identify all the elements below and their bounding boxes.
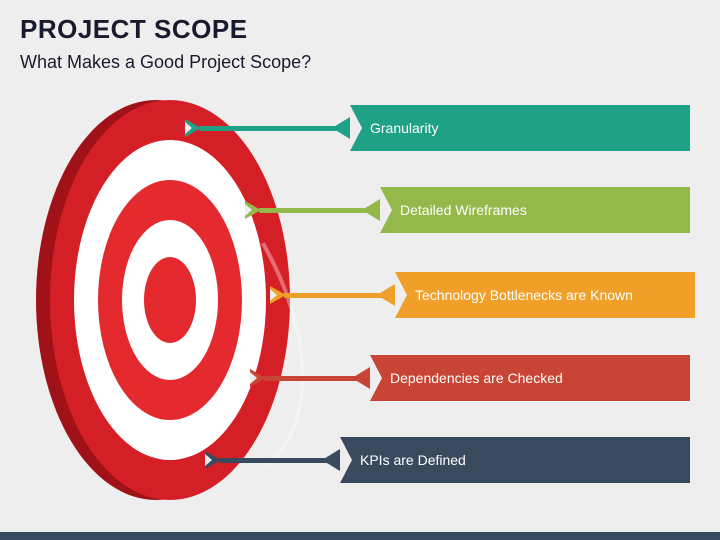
arrow-tail-notch xyxy=(245,204,252,216)
page-title: PROJECT SCOPE xyxy=(20,14,248,45)
callout-2: Technology Bottlenecks are Known xyxy=(0,272,720,318)
arrow-head-icon xyxy=(322,449,340,471)
callout-box-1: Detailed Wireframes xyxy=(380,187,690,233)
arrow-tail-notch xyxy=(185,122,192,134)
callout-box-3: Dependencies are Checked xyxy=(370,355,690,401)
callout-0: Granularity xyxy=(0,105,720,151)
arrow-head-icon xyxy=(352,367,370,389)
callout-label-2: Technology Bottlenecks are Known xyxy=(415,287,633,303)
arrow-tail-notch xyxy=(270,289,277,301)
arrow-head-icon xyxy=(377,284,395,306)
callout-3: Dependencies are Checked xyxy=(0,355,720,401)
box-notch xyxy=(380,187,392,233)
callout-4: KPIs are Defined xyxy=(0,437,720,483)
callout-label-1: Detailed Wireframes xyxy=(400,202,527,218)
page-subtitle-text: What Makes a Good Project Scope? xyxy=(20,52,311,72)
callout-label-3: Dependencies are Checked xyxy=(390,370,563,386)
callout-box-2: Technology Bottlenecks are Known xyxy=(395,272,695,318)
box-notch xyxy=(370,355,382,401)
arrow-shaft xyxy=(199,126,349,131)
arrow-tail-notch xyxy=(250,372,257,384)
page-subtitle: What Makes a Good Project Scope? xyxy=(20,52,311,73)
callout-box-4: KPIs are Defined xyxy=(340,437,690,483)
arrow-tail-notch xyxy=(205,454,212,466)
callout-label-0: Granularity xyxy=(370,120,438,136)
callout-box-0: Granularity xyxy=(350,105,690,151)
box-notch xyxy=(350,105,362,151)
arrow-shaft xyxy=(219,458,339,463)
box-notch xyxy=(340,437,352,483)
box-notch xyxy=(395,272,407,318)
callout-label-4: KPIs are Defined xyxy=(360,452,466,468)
arrow-shaft xyxy=(259,208,379,213)
arrow-head-icon xyxy=(332,117,350,139)
page-title-text: PROJECT SCOPE xyxy=(20,14,248,44)
callout-1: Detailed Wireframes xyxy=(0,187,720,233)
bottom-bar xyxy=(0,532,720,540)
arrow-head-icon xyxy=(362,199,380,221)
